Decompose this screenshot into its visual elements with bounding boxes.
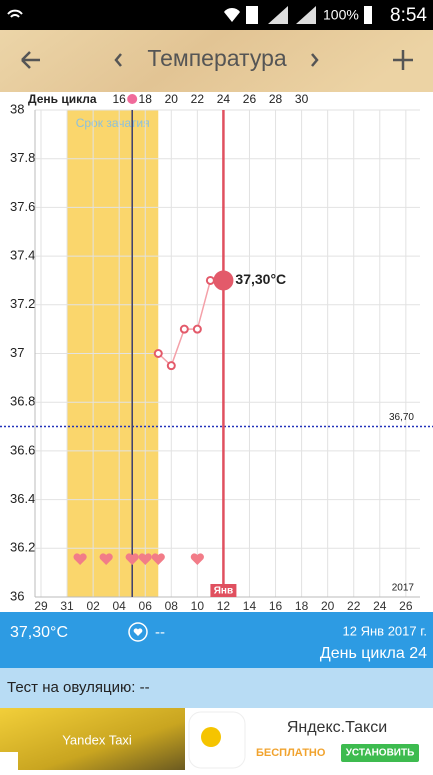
status-bar bbox=[0, 0, 433, 30]
temperature-point bbox=[153, 349, 163, 358]
heart-icon bbox=[133, 628, 143, 636]
signal-icon bbox=[268, 6, 316, 24]
back-button[interactable] bbox=[21, 51, 40, 69]
x-tick-label: 31 bbox=[60, 599, 74, 613]
ad-title: Яндекс.Такси bbox=[287, 719, 387, 736]
x-tick-label: 06 bbox=[139, 599, 153, 613]
x-tick-label: 29 bbox=[34, 599, 48, 613]
cycle-day-label: 24 bbox=[217, 92, 231, 106]
info-date: 12 Янв 2017 г. bbox=[343, 623, 427, 638]
y-tick-label: 36 bbox=[10, 588, 24, 603]
x-tick-label: 08 bbox=[165, 599, 179, 613]
coverline-label: 36,70 bbox=[389, 412, 414, 423]
add-button[interactable] bbox=[393, 50, 413, 70]
cycle-day-label: 22 bbox=[191, 92, 205, 106]
x-tick-label: 14 bbox=[243, 599, 257, 613]
temperature-point bbox=[205, 275, 215, 285]
x-tick-label: 22 bbox=[347, 599, 361, 613]
heart-marker bbox=[190, 553, 204, 565]
selected-point bbox=[213, 270, 234, 291]
chart-area bbox=[0, 92, 433, 612]
x-tick-label: 24 bbox=[373, 599, 387, 613]
y-tick-label: 36.2 bbox=[10, 540, 35, 555]
cycle-day-label: 26 bbox=[243, 92, 257, 106]
temperature-point bbox=[166, 361, 176, 371]
adchoices-icon[interactable] bbox=[0, 752, 18, 770]
next-button[interactable] bbox=[311, 53, 319, 67]
info-bar bbox=[0, 612, 433, 668]
x-tick-label: 10 bbox=[191, 599, 205, 613]
ad-logo-pin bbox=[201, 727, 221, 747]
month-label: Янв bbox=[214, 586, 233, 597]
prev-button[interactable] bbox=[114, 53, 122, 67]
info-temperature: 37,30°C bbox=[10, 624, 68, 641]
battery-text: 100% bbox=[323, 7, 359, 23]
y-tick-label: 37.8 bbox=[10, 150, 35, 165]
ovulation-dot bbox=[127, 94, 138, 104]
cycle-day-label: 16 bbox=[113, 92, 127, 106]
header-bar bbox=[0, 30, 433, 92]
battery-icon bbox=[364, 6, 372, 24]
temperature-point bbox=[192, 324, 202, 334]
y-tick-label: 37.2 bbox=[10, 296, 35, 311]
temperature-point bbox=[179, 324, 189, 334]
y-tick-label: 37.4 bbox=[10, 248, 35, 263]
wifi-icon bbox=[224, 7, 240, 22]
y-tick-label: 36.4 bbox=[10, 491, 35, 506]
cycle-day-label: 18 bbox=[139, 92, 153, 106]
year-label: 2017 bbox=[392, 583, 415, 594]
y-tick-label: 38 bbox=[10, 101, 24, 116]
info-heart: -- bbox=[155, 624, 165, 641]
heart-button[interactable] bbox=[128, 622, 148, 642]
cycle-day-title: День цикла bbox=[28, 92, 97, 106]
ovulation-test: Тест на овуляцию: -- bbox=[7, 679, 150, 696]
ad-image bbox=[0, 708, 185, 770]
month-label-box bbox=[210, 584, 237, 597]
heart-marker bbox=[138, 553, 152, 565]
y-tick-label: 36.6 bbox=[10, 442, 35, 457]
y-tick-label: 36.8 bbox=[10, 394, 35, 409]
y-tick-label: 37.6 bbox=[10, 199, 35, 214]
heart-marker bbox=[125, 553, 139, 565]
heart-marker bbox=[151, 553, 165, 565]
chart: Срок зачатия 36 36.2 36.4 36.6 36.8 37 37.2 37.4… bbox=[0, 92, 433, 613]
x-tick-label: 16 bbox=[269, 599, 283, 613]
clock: 8:54 bbox=[390, 5, 427, 26]
fertile-label: Срок зачатия bbox=[76, 116, 150, 130]
ovulation-test-bar[interactable] bbox=[0, 668, 433, 708]
x-tick-label: 26 bbox=[399, 599, 413, 613]
ad-image-text: Yandex Taxi bbox=[62, 732, 132, 747]
cycle-day-label: 28 bbox=[269, 92, 283, 106]
header-title: Температура bbox=[147, 45, 287, 71]
x-tick-label: 12 bbox=[217, 599, 231, 613]
x-tick-label: 04 bbox=[113, 599, 127, 613]
value-label: 37,30°C bbox=[235, 271, 286, 287]
ad-install: УСТАНОВИТЬ bbox=[346, 748, 415, 759]
y-tick-label: 37 bbox=[10, 345, 24, 360]
cycle-day-label: 20 bbox=[165, 92, 179, 106]
heart-marker bbox=[99, 553, 113, 565]
cycle-day-label: 30 bbox=[295, 92, 309, 106]
x-tick-label: 20 bbox=[321, 599, 335, 613]
x-tick-label: 02 bbox=[86, 599, 100, 613]
wifi-icon bbox=[7, 9, 23, 18]
sim-icon bbox=[246, 6, 258, 24]
heart-marker bbox=[73, 553, 87, 565]
x-tick-label: 18 bbox=[295, 599, 309, 613]
ad-free: БЕСПЛАТНО bbox=[256, 747, 326, 759]
ad-install-button[interactable] bbox=[341, 744, 419, 762]
info-cycle-day: День цикла 24 bbox=[320, 645, 427, 662]
